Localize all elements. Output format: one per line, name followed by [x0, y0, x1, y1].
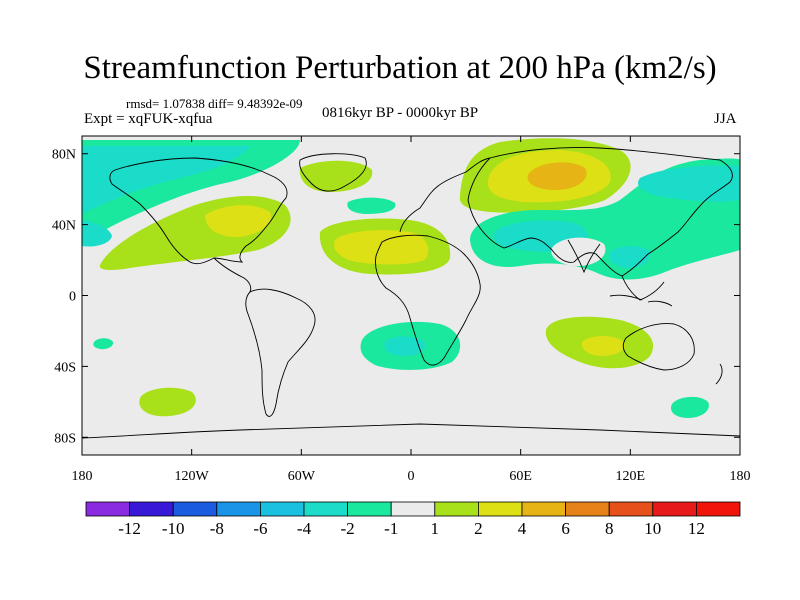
colorbar-box: [347, 501, 392, 517]
x-tick-label: 120W: [175, 469, 210, 484]
colorbar-label: 4: [518, 519, 527, 538]
x-tick-label: 0: [408, 469, 415, 484]
colorbar-box: [434, 501, 479, 517]
colorbar-box: [172, 501, 218, 517]
y-tick-label: 80N: [52, 148, 76, 163]
colorbar-box: [565, 501, 610, 517]
x-tick-label: 120E: [616, 469, 646, 484]
y-axis: 80N 40N 0 40S 80S: [52, 148, 740, 446]
coastline-indonesia: [609, 294, 673, 307]
coastline-africa: [375, 234, 481, 366]
colorbar-label: 12: [688, 519, 705, 538]
y-tick-label: 80S: [54, 431, 76, 446]
colorbar-box: [259, 501, 305, 517]
stats-text: rmsd= 1.07838 diff= 9.48392e-09: [126, 96, 303, 111]
colorbar-label: -12: [118, 519, 141, 538]
x-tick-label: 60E: [509, 469, 532, 484]
colorbar-label: 6: [561, 519, 570, 538]
coastline-north-america: [109, 157, 288, 265]
colorbar-label: -4: [297, 519, 312, 538]
contour-fill: [93, 338, 114, 350]
experiment-text: Expt = xqFUK-xqfua: [84, 111, 213, 127]
colorbar-label: -1: [384, 519, 398, 538]
contour-fill: [670, 396, 709, 418]
x-tick-label: 180: [72, 469, 93, 484]
coastline-southeast-asia: [621, 275, 665, 301]
x-tick-label: 60W: [288, 469, 316, 484]
colorbar-box: [521, 501, 566, 517]
colorbar-label: 2: [474, 519, 483, 538]
contour-fill: [608, 246, 651, 268]
period-text: 0816kyr BP - 0000kyr BP: [322, 105, 479, 121]
colorbar-box: [303, 501, 348, 517]
coastline-antarctica: [82, 423, 740, 439]
coastline-asia: [467, 147, 733, 277]
contour-fill: [82, 220, 112, 247]
coastline-central-america: [213, 257, 252, 293]
x-tick-label: 180: [730, 469, 751, 484]
contour-fill: [334, 230, 429, 265]
contour-fill: [82, 146, 250, 214]
y-tick-label: 40S: [54, 360, 76, 375]
contour-fill: [527, 162, 587, 190]
y-tick-label: 40N: [52, 219, 76, 234]
coastline-new-zealand: [715, 363, 723, 385]
colorbar-box: [477, 501, 523, 517]
colorbar-box: [652, 501, 697, 517]
colorbar-box: [129, 501, 174, 517]
colorbar-box: [216, 501, 261, 517]
coastline-india: [567, 239, 601, 274]
contour-fill: [139, 387, 196, 417]
contour-fill: [299, 160, 373, 192]
colorbar-box: [608, 501, 654, 517]
x-axis: 180 120W 60W 0 60E 120E 180: [72, 136, 751, 484]
colorbar: -12 -10 -8 -6 -4 -2 -1 1 2 4 6 8 10 12: [85, 501, 741, 538]
coastlines: [82, 147, 740, 439]
colorbar-label: 10: [644, 519, 661, 538]
colorbar-box: [85, 501, 130, 517]
colorbar-label: 8: [605, 519, 614, 538]
coastline-south-america: [245, 288, 316, 417]
season-text: JJA: [714, 111, 737, 127]
colorbar-box: [390, 501, 436, 517]
contour-fill: [205, 205, 271, 238]
colorbar-label: -10: [162, 519, 185, 538]
coastline-greenland: [299, 153, 367, 192]
contour-fill: [347, 197, 396, 214]
colorbar-label: -2: [341, 519, 355, 538]
colorbar-label: 1: [431, 519, 440, 538]
coastline-europe: [399, 157, 491, 233]
colorbar-box: [696, 501, 741, 517]
colorbar-label: -8: [210, 519, 224, 538]
chart-title: Streamfunction Perturbation at 200 hPa (…: [83, 50, 717, 86]
coastline-australia: [622, 323, 695, 371]
contour-fill: [581, 336, 625, 356]
y-tick-label: 0: [69, 290, 76, 305]
contour-fill: [384, 336, 425, 356]
colorbar-label: -6: [253, 519, 267, 538]
contour-fill: [551, 237, 606, 266]
